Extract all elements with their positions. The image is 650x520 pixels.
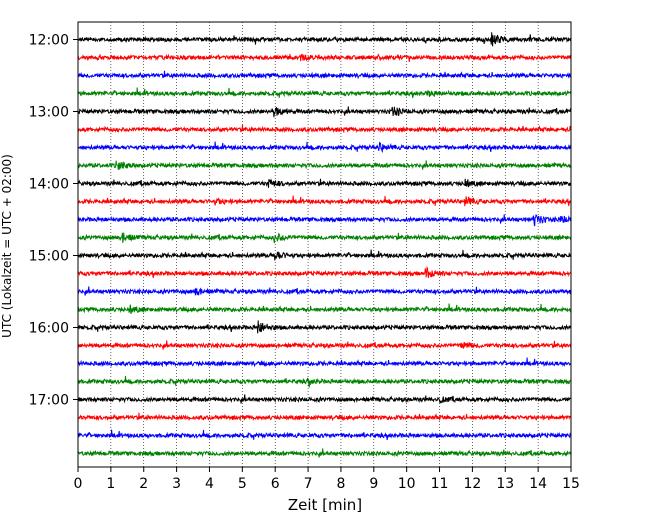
- trace-1345: [77, 160, 572, 170]
- trace-1615: [77, 340, 572, 350]
- x-tick-label-12: 12: [463, 476, 481, 492]
- x-tick-label-0: 0: [74, 476, 83, 492]
- x-tick-label-8: 8: [336, 476, 345, 492]
- x-tick-label-14: 14: [529, 476, 547, 492]
- trace-1415: [77, 195, 572, 207]
- y-axis-label: UTC (Lokalzeit = UTC + 02:00): [0, 154, 14, 338]
- trace-1745: [77, 448, 572, 458]
- trace-1200: [77, 32, 572, 47]
- trace-1300: [77, 106, 572, 118]
- trace-1400: [77, 178, 572, 188]
- x-tick-label-2: 2: [139, 476, 148, 492]
- trace-1315: [77, 124, 572, 134]
- x-tick-label-6: 6: [271, 476, 280, 492]
- plot-frame: [77, 21, 572, 468]
- x-tick-label-10: 10: [398, 476, 416, 492]
- x-tick-label-15: 15: [562, 476, 580, 492]
- x-tick-label-3: 3: [172, 476, 181, 492]
- trace-1500: [77, 249, 572, 261]
- trace-1215: [77, 53, 572, 62]
- x-tick-label-4: 4: [205, 476, 214, 492]
- x-tick-label-11: 11: [431, 476, 449, 492]
- y-tick-label-4: 16:00: [29, 321, 69, 337]
- x-axis-ticks: 0 1 2 3 4 5 6 7 8 9 10 11 12 13 14 15: [74, 467, 580, 492]
- trace-1730: [77, 429, 572, 441]
- y-tick-label-0: 12:00: [29, 33, 69, 49]
- trace-1630: [77, 357, 572, 368]
- trace-1445: [77, 232, 572, 244]
- x-tick-label-7: 7: [304, 476, 313, 492]
- trace-1330: [77, 141, 572, 154]
- seismic-traces: [77, 32, 572, 458]
- trace-1600: [77, 320, 572, 334]
- trace-1530: [77, 286, 572, 296]
- trace-1545: [77, 303, 572, 314]
- x-tick-label-9: 9: [369, 476, 378, 492]
- trace-1245: [77, 87, 572, 99]
- x-axis-label: Zeit [min]: [288, 496, 362, 514]
- y-tick-label-1: 13:00: [29, 105, 69, 121]
- x-tick-label-1: 1: [106, 476, 115, 492]
- trace-1700: [77, 394, 572, 405]
- trace-1715: [77, 412, 572, 422]
- x-tick-label-13: 13: [496, 476, 514, 492]
- y-axis-ticks: 12:00 13:00 14:00 15:00 16:00 17:00: [29, 33, 78, 409]
- trace-1515: [77, 265, 571, 279]
- x-tick-label-5: 5: [238, 476, 247, 492]
- y-tick-label-5: 17:00: [29, 393, 69, 409]
- trace-1230: [77, 70, 572, 80]
- trace-1430: [77, 214, 572, 227]
- y-tick-label-3: 15:00: [29, 249, 69, 265]
- y-tick-label-2: 14:00: [29, 177, 69, 193]
- trace-1645: [77, 375, 572, 388]
